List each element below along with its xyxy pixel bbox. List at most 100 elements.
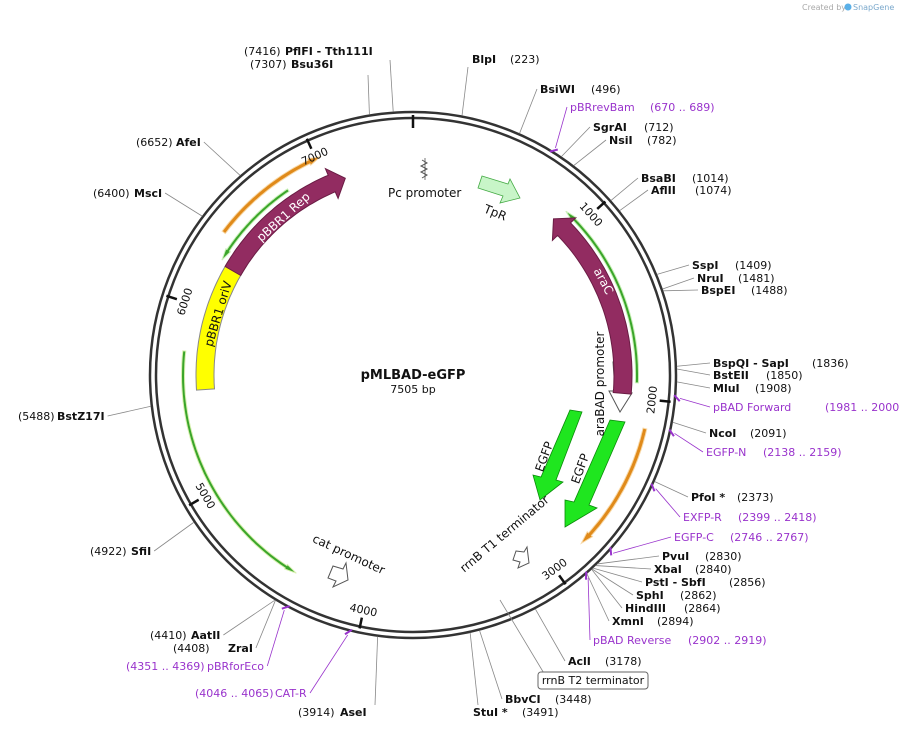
site-position: (1409) — [735, 259, 772, 272]
tick-mark — [558, 574, 567, 586]
site-name: ZraI — [228, 642, 253, 655]
primer-name: pBRrevBam — [570, 101, 635, 114]
tick-label: 4000 — [348, 601, 378, 619]
primer-mark — [673, 394, 681, 402]
plasmid-name: pMLBAD-eGFP — [361, 368, 466, 383]
primer-position: (1981 .. 2000) — [825, 401, 899, 414]
site-position: (2373) — [737, 491, 774, 504]
primer-name: EGFP-C — [674, 531, 714, 544]
plasmid-size: 7505 bp — [390, 383, 435, 396]
site-position: (2856) — [729, 576, 766, 589]
feature-label: cat promoter — [310, 532, 387, 578]
leader-line — [255, 600, 276, 649]
site-position: (1908) — [755, 382, 792, 395]
tick-label: 6000 — [175, 286, 196, 317]
site-name: BspQI - SapI — [713, 357, 789, 370]
primer-position: (2399 .. 2418) — [738, 511, 817, 524]
site-position: (712) — [644, 121, 674, 134]
feature-label: rrnB T1 terminator — [457, 493, 552, 576]
feature-label: araBAD promoter — [593, 332, 607, 437]
leader-line — [367, 74, 370, 115]
primer-mark — [281, 605, 290, 610]
leader-line — [479, 630, 503, 700]
site-position: (1014) — [692, 172, 729, 185]
site-position: (782) — [647, 134, 677, 147]
site-name: PfoI * — [691, 491, 725, 504]
tick-label: 2000 — [644, 385, 660, 414]
features — [180, 156, 648, 589]
primer-name: pBAD Reverse — [593, 634, 671, 647]
tick-mark — [596, 200, 607, 210]
tick-label: 5000 — [192, 481, 217, 512]
site-name: XmnI — [612, 615, 644, 628]
leader-line — [469, 632, 479, 706]
site-position: (6652) — [136, 136, 173, 149]
site-position: (4922) — [90, 545, 127, 558]
boxed-label: rrnB T2 terminator — [542, 674, 645, 687]
site-name: BbvCI — [505, 693, 541, 706]
site-name: SspI — [692, 259, 718, 272]
feature-label: pBBR1 Rep — [254, 190, 313, 245]
credit-brand: SnapGene — [853, 3, 894, 12]
site-position: (223) — [510, 53, 540, 66]
feature-label: Pc promoter — [388, 186, 461, 200]
site-name: BstEII — [713, 369, 749, 382]
leader-line — [107, 405, 151, 417]
primer-position: (4046 .. 4065) — [195, 687, 274, 700]
leader-line — [309, 634, 349, 694]
primer-position: (4351 .. 4369) — [126, 660, 205, 673]
promoter-arrow — [327, 561, 349, 589]
site-position: (496) — [591, 83, 621, 96]
leader-line — [573, 139, 607, 166]
site-name: NsiI — [609, 134, 633, 147]
leader-line — [591, 569, 623, 609]
site-position: (2830) — [705, 550, 742, 563]
leader-line — [374, 636, 379, 706]
primer-mark — [344, 628, 353, 636]
site-position: (2840) — [695, 563, 732, 576]
leader-line — [612, 536, 672, 554]
primer-mark — [609, 547, 613, 556]
site-name: StuI * — [473, 706, 508, 719]
leader-line — [672, 421, 707, 434]
primer-position: (2746 .. 2767) — [730, 531, 809, 544]
primer-mark — [549, 148, 559, 153]
site-position: (3491) — [522, 706, 559, 719]
leader-line — [534, 608, 566, 662]
site-position: (7307) — [250, 58, 287, 71]
site-position: (3178) — [605, 655, 642, 668]
primer-name: EGFP-N — [706, 446, 746, 459]
site-name: AseI — [340, 706, 367, 719]
site-name: XbaI — [654, 563, 682, 576]
site-name: Bsu36I — [291, 58, 333, 71]
leader-line — [164, 192, 203, 217]
site-name: PvuI — [662, 550, 689, 563]
credit-text: Created by — [802, 3, 846, 12]
leader-line — [461, 66, 469, 116]
leader-line — [586, 573, 610, 622]
leader-line — [499, 599, 546, 676]
site-position: (5488) — [18, 410, 55, 423]
site-name: PstI - SbfI — [645, 576, 706, 589]
site-position: (1488) — [751, 284, 788, 297]
rep-arrow — [224, 167, 346, 277]
leader-line — [662, 277, 695, 290]
site-position: (2864) — [684, 602, 721, 615]
site-name: BsaBI — [641, 172, 676, 185]
site-position: (3914) — [298, 706, 335, 719]
pc-promoter-mark — [419, 159, 429, 179]
site-name: BstZ17I — [57, 410, 105, 423]
leader-line — [561, 126, 591, 157]
site-position: (4410) — [150, 629, 187, 642]
site-name: BspEI — [701, 284, 735, 297]
primer-name: pBRforEco — [207, 660, 264, 673]
site-name: SfiI — [131, 545, 151, 558]
leader-line — [203, 141, 241, 176]
orf-arrow — [565, 210, 639, 384]
site-name: PflFI - Tth111I — [285, 45, 373, 58]
primer-name: EXFP-R — [683, 511, 722, 524]
egfp-arrow — [532, 409, 583, 501]
leader-line — [674, 433, 704, 453]
primer-name: pBAD Forward — [713, 401, 791, 414]
